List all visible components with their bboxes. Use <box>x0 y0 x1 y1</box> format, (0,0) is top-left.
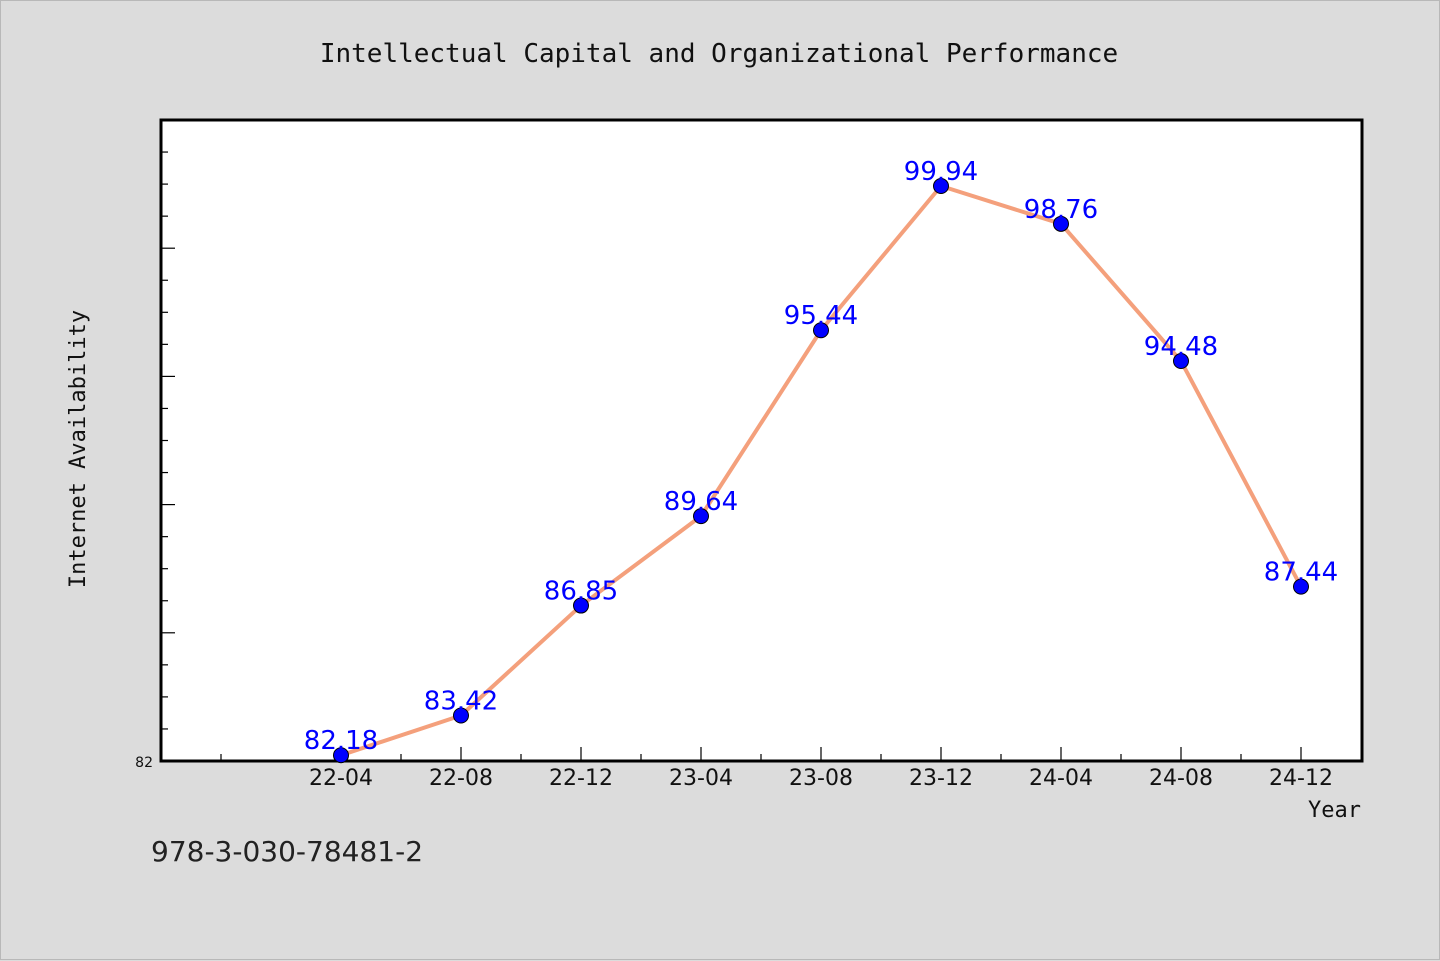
x-tick-label: 24-04 <box>1029 766 1093 791</box>
y-tick-label: 82 <box>135 755 153 771</box>
x-axis-label: Year <box>1308 798 1361 823</box>
isbn-text: 978-3-030-78481-2 <box>151 835 424 868</box>
plot-area <box>159 118 1364 763</box>
data-label: 98.76 <box>1024 195 1098 225</box>
data-label: 86.85 <box>544 577 618 607</box>
data-point <box>1293 578 1309 595</box>
data-point <box>573 597 589 614</box>
data-point <box>1053 215 1069 232</box>
y-axis-ticks <box>161 151 175 730</box>
data-label: 99.94 <box>904 157 978 187</box>
x-tick-label: 22-04 <box>309 766 373 791</box>
data-point <box>813 322 829 339</box>
x-axis-ticks: 22-04 22-08 22-12 23-04 23-08 23-12 24-04 24-08… <box>220 747 1333 791</box>
chart-title: Intellectual Capital and Organizational … <box>320 39 1118 69</box>
y-axis-label: Internet Availability <box>66 310 91 588</box>
data-point <box>1173 353 1189 370</box>
series-group: 82.18 83.42 86.85 89.64 95.44 99.94 98.76 94.48… <box>304 157 1338 764</box>
data-point <box>693 508 709 525</box>
data-point <box>333 747 349 764</box>
data-label: 95.44 <box>784 301 858 331</box>
data-label: 82.18 <box>304 726 378 756</box>
x-tick-label: 22-12 <box>549 766 613 791</box>
data-label: 89.64 <box>664 487 738 517</box>
x-tick-label: 24-12 <box>1269 766 1333 791</box>
x-tick-label: 23-12 <box>909 766 973 791</box>
x-tick-label: 23-08 <box>789 766 853 791</box>
x-tick-label: 22-08 <box>429 766 493 791</box>
data-label: 94.48 <box>1144 332 1218 362</box>
data-label: 83.42 <box>424 686 498 716</box>
data-label: 87.44 <box>1264 558 1338 588</box>
x-tick-label: 24-08 <box>1149 766 1213 791</box>
x-tick-label: 23-04 <box>669 766 733 791</box>
data-point <box>933 178 949 195</box>
data-point <box>453 707 469 724</box>
